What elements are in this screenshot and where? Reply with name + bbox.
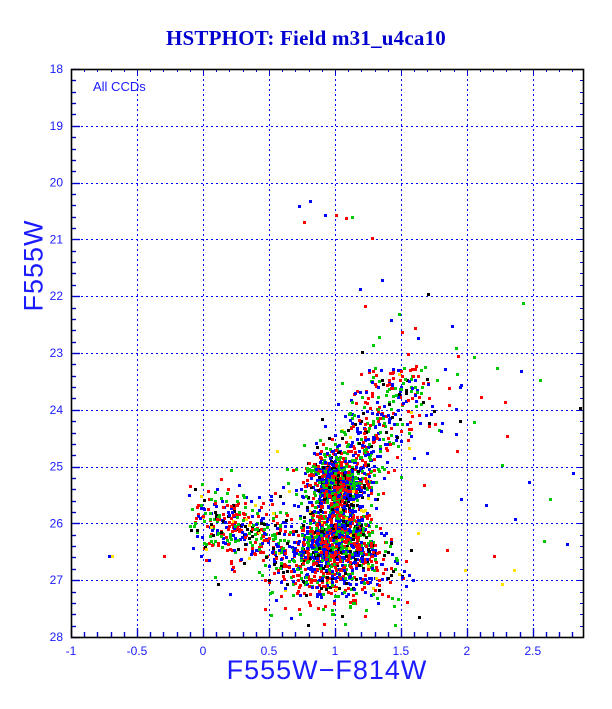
x-axis-label: F555W−F814W [226, 655, 428, 685]
x-tick-label: 1.5 [393, 644, 410, 658]
y-tick-label: 20 [50, 176, 64, 190]
y-tick-label: 21 [50, 232, 64, 246]
gridlines [71, 69, 583, 637]
plot-annotation: All CCDs [93, 79, 146, 94]
x-tick-label: 0 [200, 644, 207, 658]
y-tick-label: 22 [50, 289, 64, 303]
x-tick-label: 2 [464, 644, 471, 658]
x-tick-label: -0.5 [127, 644, 148, 658]
axis-tick-labels: -1 -0.5 0 0.5 1 1.5 2 2.5 18 19 20 21 22 23 24 25 26 27 28 [50, 62, 542, 658]
y-tick-label: 26 [50, 516, 64, 530]
x-tick-label: -1 [66, 644, 77, 658]
y-tick-label: 18 [50, 62, 64, 76]
x-tick-label: 0.5 [261, 644, 278, 658]
y-axis-label: F555W [18, 219, 49, 312]
data-points [108, 200, 582, 627]
y-tick-label: 19 [50, 119, 64, 133]
y-tick-label: 23 [50, 346, 64, 360]
y-tick-label: 25 [50, 460, 64, 474]
y-tick-label: 28 [50, 630, 64, 644]
plot-frame [70, 68, 585, 639]
y-tick-label: 27 [50, 573, 64, 587]
x-tick-label: 2.5 [525, 644, 542, 658]
y-tick-label: 24 [50, 403, 64, 417]
page-title: HSTPHOT: Field m31_u4ca10 [166, 26, 446, 50]
x-tick-label: 1 [332, 644, 339, 658]
